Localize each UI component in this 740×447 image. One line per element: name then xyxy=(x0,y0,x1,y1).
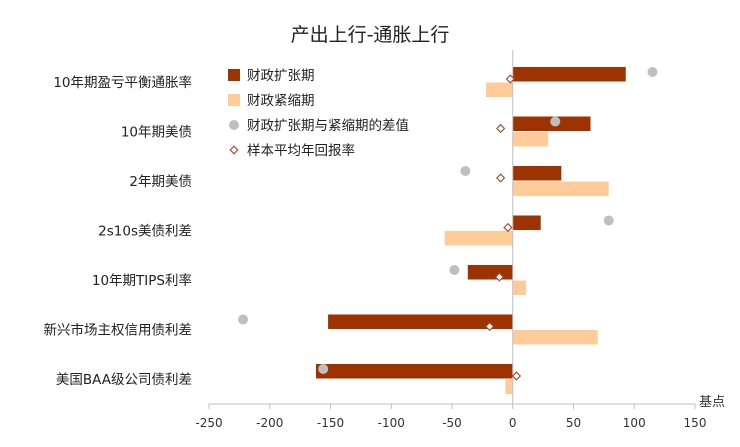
bar-expansion-2 xyxy=(512,166,562,181)
legend-label: 财政扩张期 xyxy=(247,68,315,84)
x-tick-label: 150 xyxy=(684,416,707,430)
x-tick-label: -250 xyxy=(195,416,222,430)
category-label: 2s10s美债利差 xyxy=(98,224,192,240)
difference-point xyxy=(238,314,249,325)
bar-contraction-1 xyxy=(512,132,548,147)
bar-contraction-2 xyxy=(512,181,609,196)
category-label: 10年期TIPS利率 xyxy=(92,272,192,289)
difference-point xyxy=(647,67,658,77)
x-tick-label: -150 xyxy=(317,416,344,430)
difference-point xyxy=(460,166,471,176)
average-return-point xyxy=(494,272,505,282)
markers-layer xyxy=(238,67,658,381)
legend-circle-marker xyxy=(229,120,239,130)
category-label: 美国BAA级公司债利差 xyxy=(56,372,192,388)
bar-contraction-5 xyxy=(512,330,598,345)
bar-contraction-4 xyxy=(512,280,527,295)
x-axis-unit-label: 基点 xyxy=(699,395,725,410)
legend-diamond-marker xyxy=(229,145,239,155)
average-return-point xyxy=(495,173,506,183)
average-return-point xyxy=(505,74,515,84)
legend-label: 样本平均年回报率 xyxy=(247,142,355,159)
difference-point xyxy=(449,265,460,275)
legend-label: 财政扩张期与紧缩期的差值 xyxy=(247,118,409,134)
bar-expansion-5 xyxy=(328,314,513,329)
x-tick-label: -50 xyxy=(442,416,462,430)
bar-expansion-6 xyxy=(315,364,513,379)
category-label: 10年期美债 xyxy=(121,125,192,141)
bar-expansion-0 xyxy=(512,67,626,82)
category-label: 新兴市场主权信用债利差 xyxy=(44,322,193,339)
bar-expansion-3 xyxy=(512,215,541,230)
average-return-point xyxy=(495,123,506,134)
difference-point xyxy=(318,364,329,374)
legend-label: 财政紧缩期 xyxy=(247,93,315,109)
legend-swatch xyxy=(228,69,240,81)
x-tick-label: -100 xyxy=(378,416,405,430)
bar-contraction-6 xyxy=(505,379,513,394)
average-return-point xyxy=(511,371,522,381)
bars-layer xyxy=(315,67,626,394)
chart-title: 产出上行-通胀上行 xyxy=(291,24,450,46)
bar-contraction-0 xyxy=(486,82,513,97)
legend-swatch xyxy=(228,94,240,106)
average-return-point xyxy=(503,222,513,233)
category-label: 10年期盈亏平衡通胀率 xyxy=(53,74,192,91)
category-label: 2年期美债 xyxy=(129,174,192,190)
x-tick-label: 0 xyxy=(509,416,517,430)
difference-point xyxy=(550,116,561,127)
axes-layer: -250 -200 -150 -100 -50 0 50 100 150 10年期盈亏平衡通胀率 1… xyxy=(44,50,707,430)
bar-contraction-3 xyxy=(444,231,513,246)
x-tick-label: 100 xyxy=(623,416,646,430)
x-tick-label: 50 xyxy=(566,416,581,430)
bar-expansion-4 xyxy=(467,265,513,280)
x-tick-label: -200 xyxy=(256,416,283,430)
average-return-point xyxy=(485,321,495,332)
difference-point xyxy=(603,215,614,226)
